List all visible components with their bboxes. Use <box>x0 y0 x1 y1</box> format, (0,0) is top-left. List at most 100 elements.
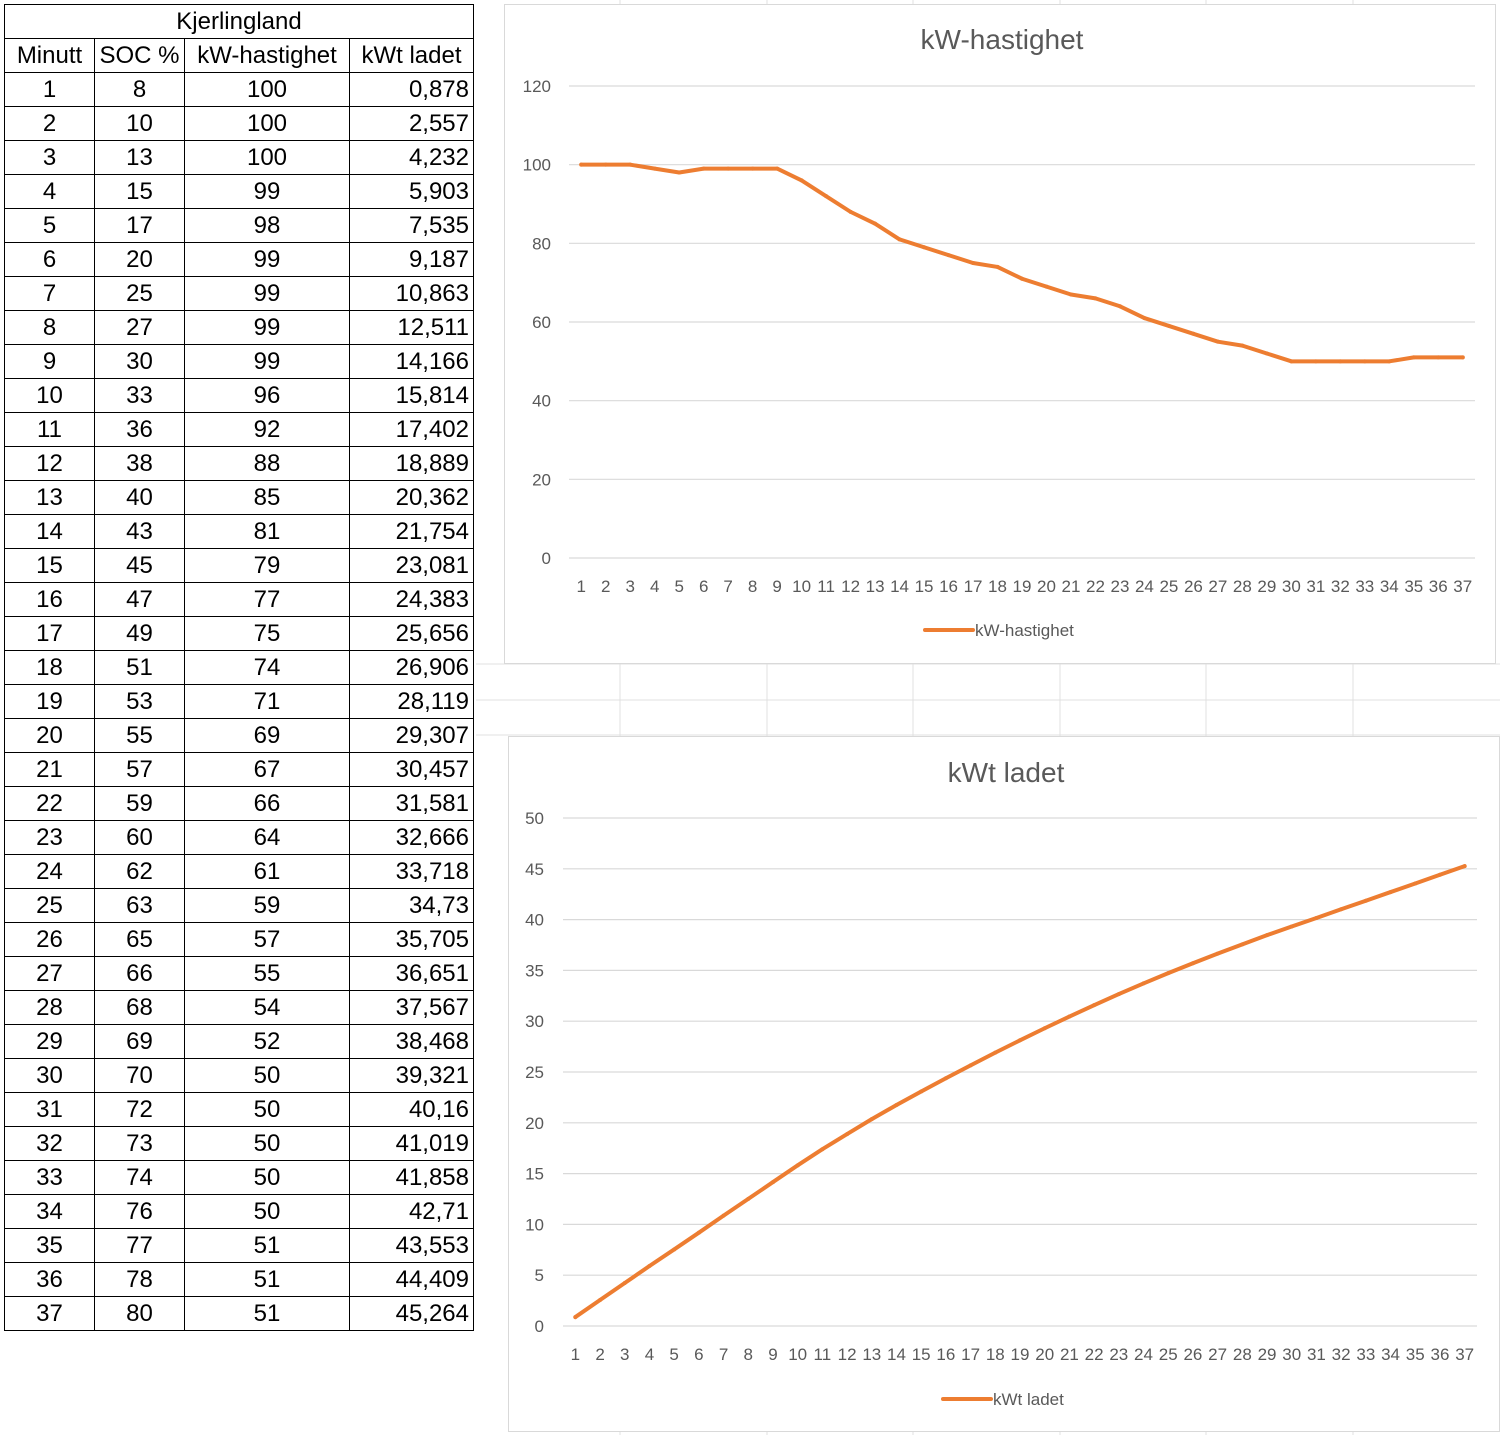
data-point[interactable] <box>993 1050 998 1055</box>
cell-kw-hastighet[interactable]: 67 <box>184 752 350 787</box>
cell-soc[interactable]: 33 <box>94 378 185 413</box>
cell-minutt[interactable]: 6 <box>4 242 95 277</box>
cell-soc[interactable]: 13 <box>94 140 185 175</box>
cell-kw-hastighet[interactable]: 50 <box>184 1194 350 1229</box>
data-point[interactable] <box>726 166 731 171</box>
data-point[interactable] <box>750 166 755 171</box>
cell-soc[interactable]: 60 <box>94 820 185 855</box>
cell-kw-hastighet[interactable]: 69 <box>184 718 350 753</box>
cell-soc[interactable]: 80 <box>94 1296 185 1331</box>
cell-minutt[interactable]: 2 <box>4 106 95 141</box>
data-point[interactable] <box>1436 355 1441 360</box>
data-point[interactable] <box>1240 942 1245 947</box>
cell-kw-hastighet[interactable]: 50 <box>184 1160 350 1195</box>
cell-kwt-ladet[interactable]: 40,16 <box>349 1092 474 1127</box>
data-point[interactable] <box>824 194 829 199</box>
cell-minutt[interactable]: 22 <box>4 786 95 821</box>
data-point[interactable] <box>946 253 951 258</box>
cell-soc[interactable]: 62 <box>94 854 185 889</box>
cell-soc[interactable]: 66 <box>94 956 185 991</box>
data-point[interactable] <box>775 166 780 171</box>
cell-minutt[interactable]: 3 <box>4 140 95 175</box>
data-point[interactable] <box>869 1117 874 1122</box>
cell-kwt-ladet[interactable]: 36,651 <box>349 956 474 991</box>
cell-minutt[interactable]: 20 <box>4 718 95 753</box>
data-point[interactable] <box>701 166 706 171</box>
data-point[interactable] <box>622 1281 627 1286</box>
data-point[interactable] <box>1314 915 1319 920</box>
cell-kw-hastighet[interactable]: 55 <box>184 956 350 991</box>
data-point[interactable] <box>894 1102 899 1107</box>
data-point[interactable] <box>598 1298 603 1303</box>
cell-kw-hastighet[interactable]: 66 <box>184 786 350 821</box>
data-point[interactable] <box>1093 296 1098 301</box>
cell-kw-hastighet[interactable]: 92 <box>184 412 350 447</box>
data-point[interactable] <box>1142 316 1147 321</box>
cell-minutt[interactable]: 14 <box>4 514 95 549</box>
cell-kwt-ladet[interactable]: 26,906 <box>349 650 474 685</box>
data-point[interactable] <box>995 264 1000 269</box>
cell-kw-hastighet[interactable]: 100 <box>184 72 350 107</box>
cell-minutt[interactable]: 32 <box>4 1126 95 1161</box>
cell-kwt-ladet[interactable]: 35,705 <box>349 922 474 957</box>
cell-kw-hastighet[interactable]: 96 <box>184 378 350 413</box>
cell-kw-hastighet[interactable]: 51 <box>184 1262 350 1297</box>
cell-minutt[interactable]: 19 <box>4 684 95 719</box>
data-point[interactable] <box>795 1163 800 1168</box>
cell-kwt-ladet[interactable]: 42,71 <box>349 1194 474 1229</box>
cell-minutt[interactable]: 9 <box>4 344 95 379</box>
cell-kw-hastighet[interactable]: 99 <box>184 174 350 209</box>
cell-soc[interactable]: 20 <box>94 242 185 277</box>
cell-soc[interactable]: 68 <box>94 990 185 1025</box>
cell-soc[interactable]: 76 <box>94 1194 185 1229</box>
data-point[interactable] <box>1339 907 1344 912</box>
cell-kwt-ladet[interactable]: 32,666 <box>349 820 474 855</box>
cell-minutt[interactable]: 34 <box>4 1194 95 1229</box>
cell-soc[interactable]: 57 <box>94 752 185 787</box>
cell-kwt-ladet[interactable]: 33,718 <box>349 854 474 889</box>
cell-minutt[interactable]: 5 <box>4 208 95 243</box>
data-point[interactable] <box>1413 881 1418 886</box>
data-point[interactable] <box>968 1063 973 1068</box>
cell-kwt-ladet[interactable]: 24,383 <box>349 582 474 617</box>
cell-kwt-ladet[interactable]: 31,581 <box>349 786 474 821</box>
series-line[interactable] <box>579 162 1465 364</box>
data-point[interactable] <box>628 162 633 167</box>
cell-kwt-ladet[interactable]: 20,362 <box>349 480 474 515</box>
cell-soc[interactable]: 72 <box>94 1092 185 1127</box>
data-point[interactable] <box>677 170 682 175</box>
cell-minutt[interactable]: 1 <box>4 72 95 107</box>
cell-minutt[interactable]: 35 <box>4 1228 95 1263</box>
data-point[interactable] <box>919 1089 924 1094</box>
cell-kw-hastighet[interactable]: 99 <box>184 276 350 311</box>
cell-kwt-ladet[interactable]: 21,754 <box>349 514 474 549</box>
cell-kwt-ladet[interactable]: 4,232 <box>349 140 474 175</box>
data-point[interactable] <box>672 1247 677 1252</box>
cell-soc[interactable]: 43 <box>94 514 185 549</box>
cell-soc[interactable]: 27 <box>94 310 185 345</box>
cell-kwt-ladet[interactable]: 43,553 <box>349 1228 474 1263</box>
cell-kw-hastighet[interactable]: 99 <box>184 242 350 277</box>
cell-minutt[interactable]: 15 <box>4 548 95 583</box>
cell-kwt-ladet[interactable]: 44,409 <box>349 1262 474 1297</box>
data-point[interactable] <box>1362 359 1367 364</box>
cell-soc[interactable]: 49 <box>94 616 185 651</box>
cell-soc[interactable]: 69 <box>94 1024 185 1059</box>
data-point[interactable] <box>1166 971 1171 976</box>
data-point[interactable] <box>1020 276 1024 281</box>
cell-minutt[interactable]: 25 <box>4 888 95 923</box>
data-point[interactable] <box>696 1230 701 1235</box>
cell-kw-hastighet[interactable]: 99 <box>184 344 350 379</box>
cell-minutt[interactable]: 31 <box>4 1092 95 1127</box>
data-point[interactable] <box>1265 933 1270 938</box>
cell-minutt[interactable]: 18 <box>4 650 95 685</box>
cell-kwt-ladet[interactable]: 2,557 <box>349 106 474 141</box>
data-point[interactable] <box>1215 951 1220 956</box>
cell-soc[interactable]: 38 <box>94 446 185 481</box>
cell-soc[interactable]: 10 <box>94 106 185 141</box>
cell-minutt[interactable]: 13 <box>4 480 95 515</box>
cell-soc[interactable]: 77 <box>94 1228 185 1263</box>
cell-soc[interactable]: 47 <box>94 582 185 617</box>
data-point[interactable] <box>1116 992 1121 997</box>
cell-minutt[interactable]: 10 <box>4 378 95 413</box>
